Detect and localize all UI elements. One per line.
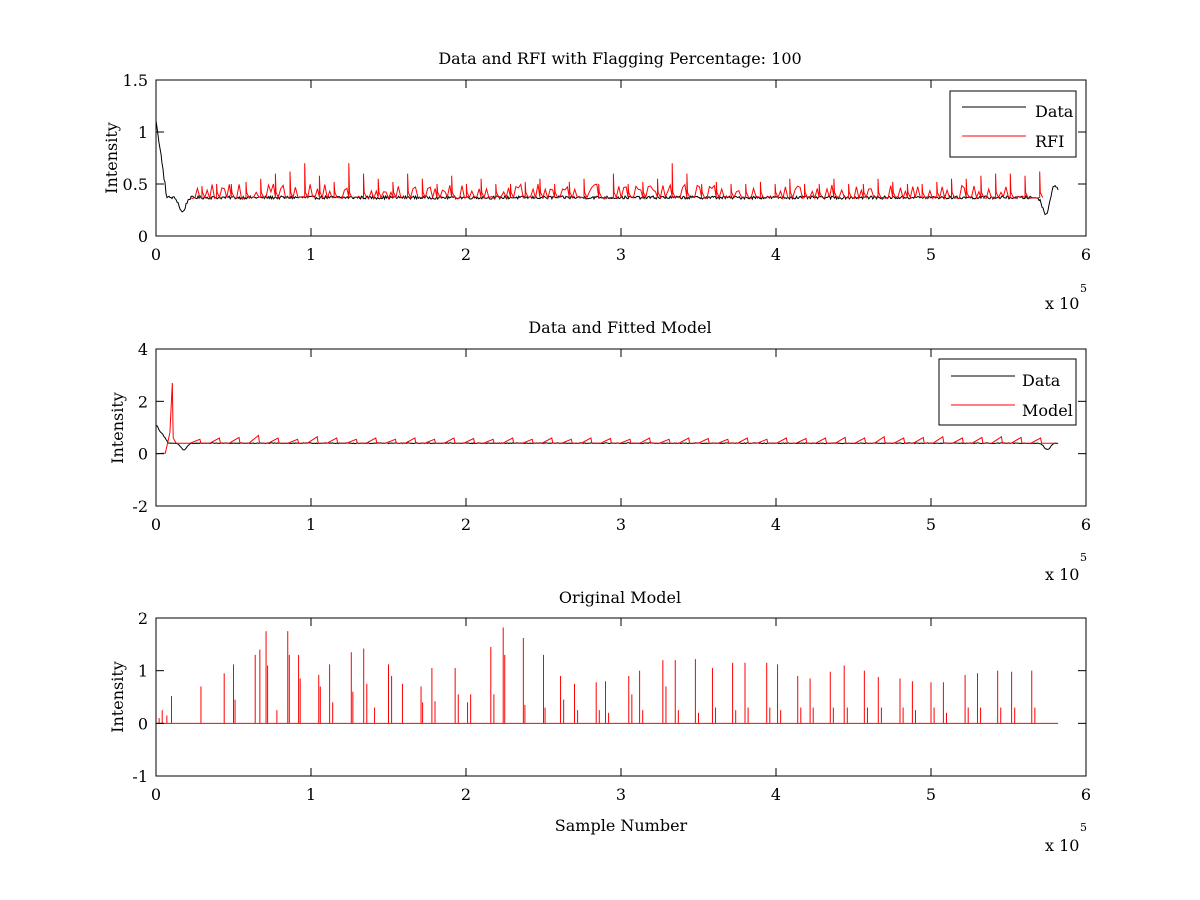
x-tick-label: 4 <box>771 785 781 804</box>
subplot-2-legend: Data Model <box>938 358 1077 426</box>
x-tick-label: 1 <box>306 515 316 534</box>
y-tick-label: 1.5 <box>123 71 148 90</box>
x-tick-label: 3 <box>616 245 626 264</box>
y-tick-label: 1 <box>138 662 148 681</box>
subplot-1-ticks: 0 1 2 3 4 5 6 0 0.5 1 1.5 <box>123 71 1092 264</box>
subplot-1-legend-box <box>949 90 1077 158</box>
x-tick-label: 4 <box>771 515 781 534</box>
y-tick-label: 0 <box>138 227 148 246</box>
legend-label-data-2: Data <box>1022 371 1061 390</box>
subplot-data-and-rfi: Data and RFI with Flagging Percentage: 1… <box>102 49 1091 313</box>
y-tick-label: -1 <box>132 767 148 786</box>
subplot-1-ylabel: Intensity <box>102 122 121 194</box>
subplot-2-plot-lines <box>155 382 1059 455</box>
subplot-2-x-multiplier-exponent: 5 <box>1080 551 1087 564</box>
x-tick-label: 0 <box>151 785 161 804</box>
subplot-2-x-multiplier: x 10 <box>1045 565 1079 584</box>
series-line-rfi <box>189 163 1044 201</box>
subplot-3-x-multiplier: x 10 <box>1045 836 1079 855</box>
subplot-3-ylabel: Intensity <box>108 661 127 733</box>
y-tick-label: 1 <box>138 123 148 142</box>
legend-label-rfi: RFI <box>1035 132 1064 151</box>
subplot-3-xlabel: Sample Number <box>555 816 688 835</box>
x-tick-label: 5 <box>926 515 936 534</box>
legend-label-data: Data <box>1035 102 1074 121</box>
x-tick-label: 0 <box>151 245 161 264</box>
x-tick-label: 1 <box>306 245 316 264</box>
x-tick-label: 5 <box>926 245 936 264</box>
x-tick-label: 6 <box>1081 515 1091 534</box>
legend-label-model: Model <box>1022 401 1073 420</box>
x-tick-label: 2 <box>461 785 471 804</box>
subplot-1-title: Data and RFI with Flagging Percentage: 1… <box>438 49 801 68</box>
y-tick-label: -2 <box>132 497 148 516</box>
subplot-2-legend-box <box>938 358 1077 426</box>
x-tick-label: 4 <box>771 245 781 264</box>
x-tick-label: 6 <box>1081 245 1091 264</box>
x-tick-label: 5 <box>926 785 936 804</box>
y-tick-label: 0.5 <box>123 175 148 194</box>
subplot-1-legend: Data RFI <box>949 90 1077 158</box>
y-tick-label: 2 <box>138 392 148 411</box>
x-tick-label: 2 <box>461 245 471 264</box>
subplot-2-ylabel: Intensity <box>108 392 127 464</box>
x-tick-label: 3 <box>616 515 626 534</box>
x-tick-label: 3 <box>616 785 626 804</box>
series-line-model <box>155 382 1059 455</box>
y-tick-label: 2 <box>138 609 148 628</box>
subplot-2-title: Data and Fitted Model <box>528 318 711 337</box>
y-tick-label: 0 <box>138 714 148 733</box>
x-tick-label: 2 <box>461 515 471 534</box>
y-tick-label: 4 <box>138 340 148 359</box>
x-tick-label: 0 <box>151 515 161 534</box>
x-tick-label: 1 <box>306 785 316 804</box>
subplot-3-title: Original Model <box>559 588 681 607</box>
y-tick-label: 0 <box>138 445 148 464</box>
subplot-1-x-multiplier: x 10 <box>1045 294 1079 313</box>
x-tick-label: 6 <box>1081 785 1091 804</box>
subplot-3-x-multiplier-exponent: 5 <box>1080 821 1087 834</box>
subplot-1-x-multiplier-exponent: 5 <box>1080 282 1087 295</box>
subplot-1-plot-lines <box>155 120 1059 216</box>
subplot-3-plot-lines <box>156 627 1059 724</box>
